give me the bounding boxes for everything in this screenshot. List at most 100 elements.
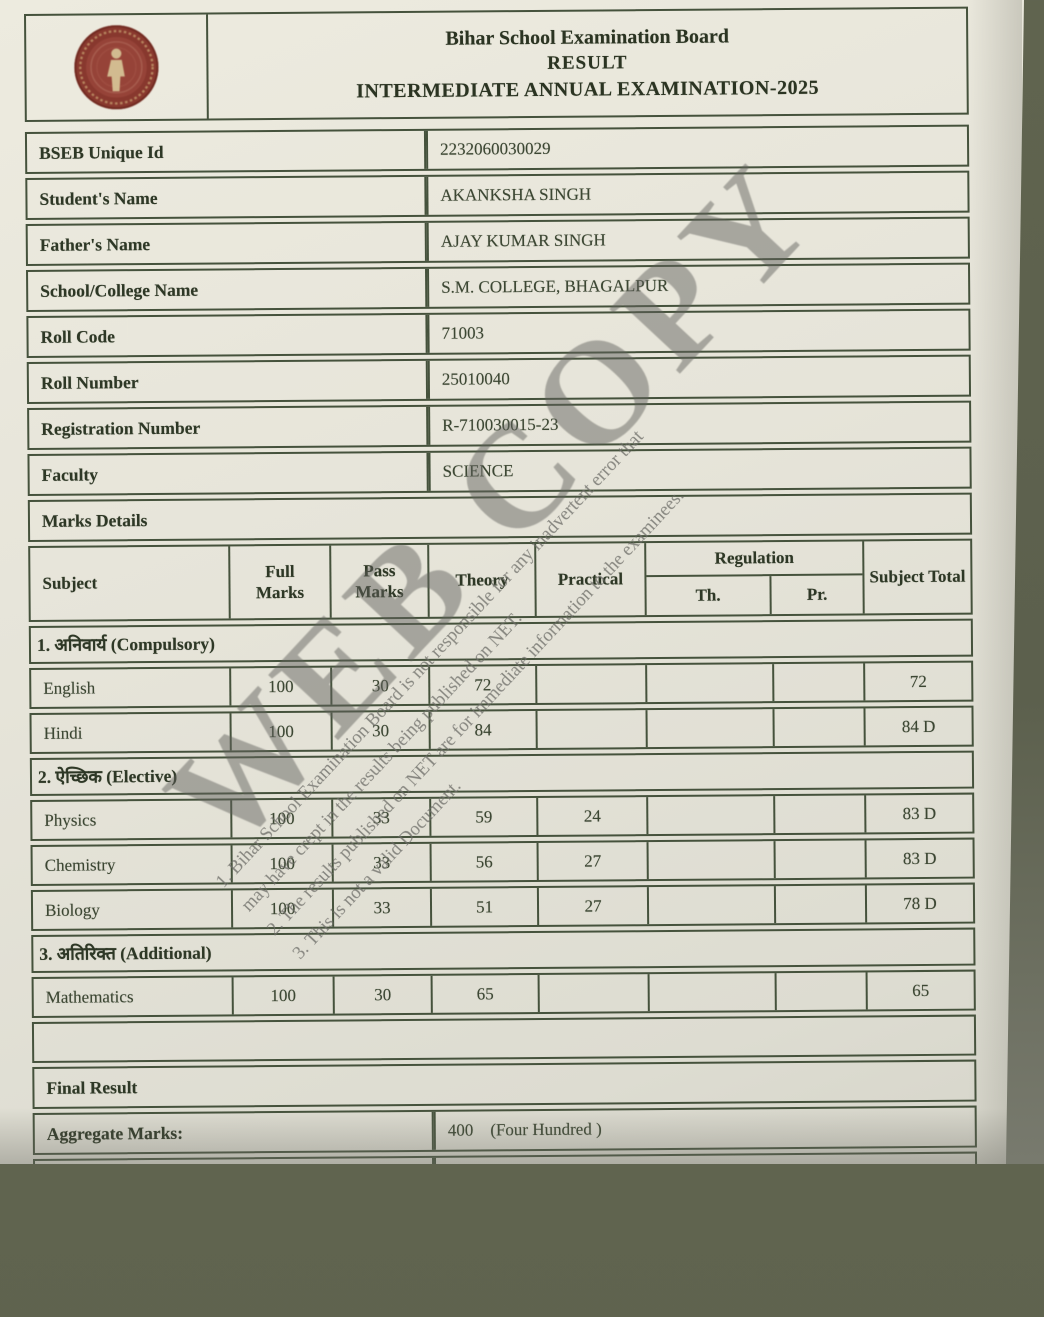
reg-th-cell [646, 796, 774, 835]
subject-cell: Hindi [43, 723, 83, 743]
subject-cell: Physics [44, 809, 97, 830]
info-row-father-name: Father's Name AJAY KUMAR SINGH [25, 216, 970, 266]
info-value: 71003 [427, 310, 969, 353]
reg-th-cell [645, 664, 773, 703]
reg-pr-cell [772, 663, 864, 702]
practical-cell: 27 [536, 842, 647, 880]
info-row-unique-id: BSEB Unique Id 2232060030029 [24, 124, 970, 174]
practical-cell: 24 [536, 797, 647, 836]
abbr-greater-marks: # - Greater Marks of Last Year [431, 1244, 656, 1308]
marks-row-physics: Physics 100 33 59 24 83 D [30, 792, 975, 841]
pass-marks-cell: 33 [331, 888, 431, 927]
theory-cell: 72 [428, 666, 536, 704]
pass-marks-cell: 33 [331, 798, 430, 837]
subject-cell: Mathematics [45, 986, 134, 1007]
theory-cell: 65 [430, 974, 538, 1013]
full-marks-cell: 100 [231, 976, 333, 1015]
marks-table-header: Subject Full Marks Pass Marks Theory Pra… [28, 538, 973, 622]
subject-total-cell: 84 D [863, 707, 972, 746]
col-subject: Subject [42, 573, 98, 593]
abbreviations-row: * - Grace @ - Swapping # - Greater Marks… [34, 1240, 978, 1313]
marks-row-chemistry: Chemistry 100 33 56 27 83 D [30, 837, 975, 886]
practical-cell [535, 665, 646, 704]
col-pass-marks: Pass Marks [329, 544, 428, 618]
final-result-row: Final Result [32, 1059, 977, 1109]
info-label: Father's Name [27, 222, 427, 264]
section-elective: 2. ऐच्छिक (Elective) [29, 750, 975, 796]
practical-cell: 27 [536, 887, 648, 925]
info-label: School/College Name [28, 268, 428, 310]
pass-marks-cell: 30 [330, 711, 429, 750]
info-label: Roll Number [28, 360, 429, 402]
theory-cell: 84 [428, 711, 536, 749]
info-value: 25010040 [427, 356, 970, 399]
col-full-marks: Full Marks [228, 545, 330, 619]
theory-cell: 59 [429, 798, 537, 836]
col-subject-total: Subject Total [862, 540, 971, 614]
marks-details-row: Marks Details [27, 492, 973, 542]
abbr-under-regulation: U/R - Under Regulation [885, 1242, 976, 1305]
col-reg-th: Th. [695, 585, 721, 605]
abbr-fail: F - Fail [787, 1242, 885, 1305]
reg-th-cell [646, 841, 774, 880]
section-title: 2. ऐच्छिक (Elective) [37, 765, 178, 787]
abbr-grace: * - Grace [101, 1268, 167, 1289]
info-label: Roll Code [28, 314, 428, 356]
board-name: Bihar School Examination Board [445, 25, 730, 50]
reg-th-cell [646, 886, 775, 925]
info-label: BSEB Unique Id [26, 130, 427, 172]
col-regulation: Regulation [646, 541, 863, 578]
result-label: RESULT [547, 52, 628, 74]
subject-cell: English [43, 677, 96, 698]
pass-marks-cell: 30 [330, 666, 429, 705]
header-title-block: Bihar School Examination Board RESULT IN… [208, 9, 967, 119]
practical-cell [535, 710, 646, 749]
info-row-faculty: Faculty SCIENCE [27, 446, 972, 496]
info-row-registration: Registration Number R-710030015-23 [27, 400, 972, 450]
info-row-student-name: Student's Name AKANKSHA SINGH [25, 170, 970, 220]
marks-row-biology: Biology 100 33 51 27 78 D [30, 882, 976, 931]
paper-edge-shadow [968, 0, 1022, 1164]
marks-row-hindi: Hindi 100 30 84 84 D [29, 705, 974, 754]
bseb-seal-icon [74, 25, 159, 110]
info-value: S.M. COLLEGE, BHAGALPUR [427, 264, 969, 307]
full-marks-cell: 100 [230, 844, 332, 883]
info-label: Student's Name [27, 176, 427, 218]
theory-cell: 51 [429, 887, 538, 926]
full-marks-cell: 100 [229, 712, 331, 751]
reg-th-cell [645, 709, 773, 748]
full-marks-cell: 100 [230, 889, 333, 928]
marks-row-english: English 100 30 72 72 [29, 660, 974, 709]
logo-cell [26, 14, 209, 120]
subject-total-cell: 83 D [864, 794, 973, 833]
exam-label: INTERMEDIATE ANNUAL EXAMINATION-2025 [356, 76, 820, 103]
info-row-roll-number: Roll Number 25010040 [26, 354, 972, 404]
reg-pr-cell [773, 795, 865, 834]
full-marks-cell: 100 [229, 667, 331, 706]
practical-cell [537, 974, 648, 1012]
col-reg-pr: Pr. [769, 575, 863, 615]
pass-marks-cell: 33 [331, 843, 430, 882]
section-title: 3. अतिरिक्त (Additional) [39, 942, 212, 964]
marks-row-mathematics: Mathematics 100 30 65 65 [31, 969, 976, 1018]
info-value: R-710030015-23 [428, 402, 970, 445]
info-value: AKANKSHA SINGH [426, 172, 968, 215]
empty-row [31, 1014, 977, 1063]
col-regulation-group: Regulation Th. Pr. [644, 541, 863, 616]
subject-total-cell: 83 D [864, 839, 973, 878]
abbr-swapping: @ - Swapping [231, 1246, 432, 1310]
marks-details-label: Marks Details [41, 509, 148, 531]
info-row-school: School/College Name S.M. COLLEGE, BHAGAL… [26, 262, 971, 312]
reg-pr-cell [772, 708, 864, 747]
abbreviations-title-row: Abbreviations Used: [33, 1198, 977, 1243]
section-compulsory: 1. अनिवार्य (Compulsory) [28, 618, 974, 664]
info-value: SCIENCE [428, 448, 970, 491]
abbr-distinction: D - Distinction [656, 1243, 788, 1306]
info-label: Faculty [29, 452, 429, 494]
section-title: 1. अनिवार्य (Compulsory) [36, 633, 215, 655]
result-paper: Bihar School Examination Board RESULT IN… [0, 0, 1024, 1164]
subject-total-cell: 65 [865, 971, 974, 1010]
info-row-roll-code: Roll Code 71003 [26, 308, 971, 358]
info-value: AJAY KUMAR SINGH [426, 218, 968, 261]
subject-cell: Chemistry [44, 854, 116, 875]
